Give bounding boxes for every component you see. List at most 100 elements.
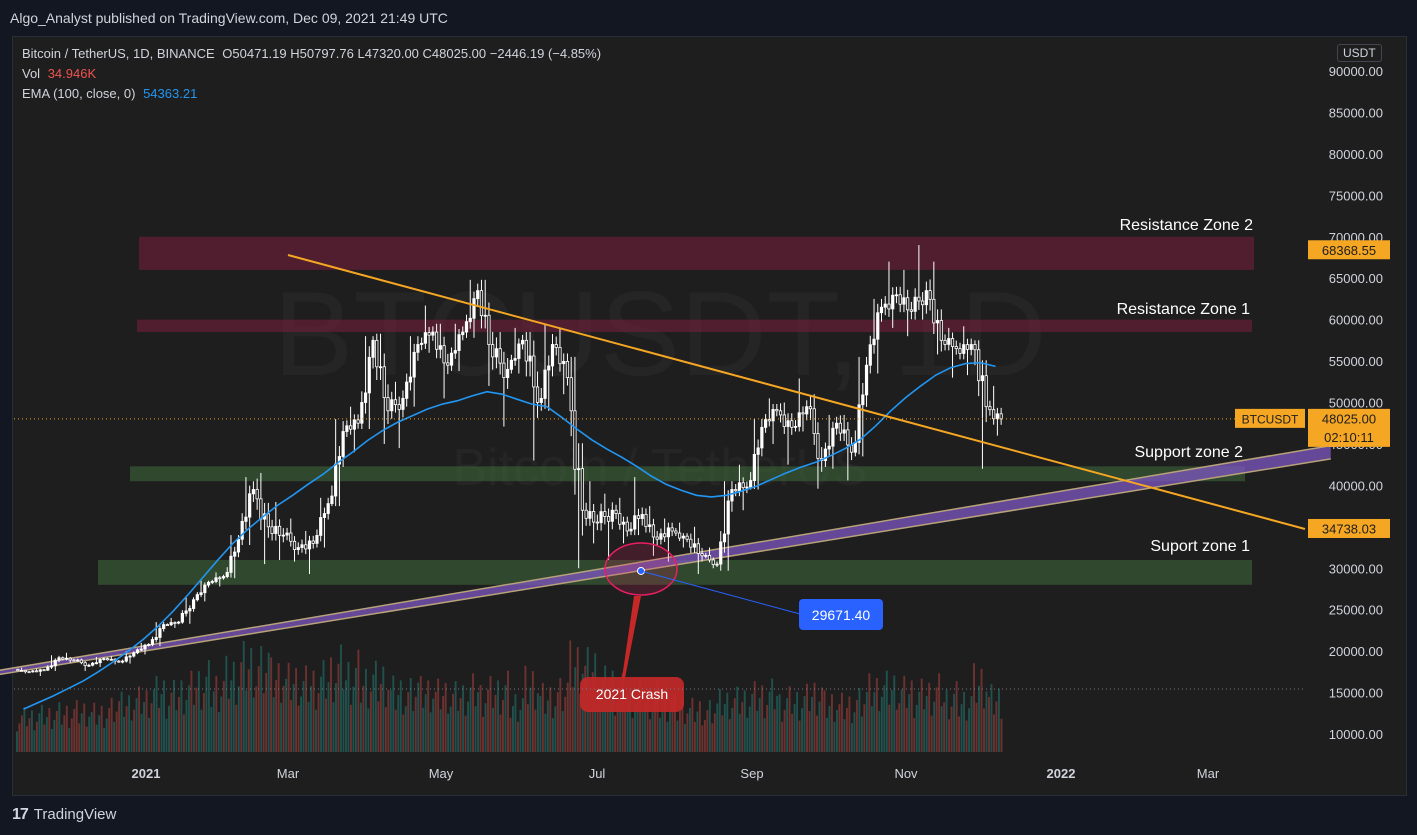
volume-bar (95, 724, 98, 752)
volume-bar (497, 680, 499, 752)
ema-row: EMA (100, close, 0) 54363.21 (22, 84, 605, 104)
volume-bar (733, 698, 736, 752)
volume-bar (78, 723, 81, 752)
volume-bar (98, 715, 101, 752)
volume-bar (247, 669, 250, 752)
candle-body (438, 345, 442, 350)
candle-body (797, 412, 801, 427)
volume-bar (945, 689, 948, 752)
volume-bar (559, 677, 562, 752)
candle-body (367, 356, 371, 394)
chart-panel[interactable] (12, 36, 1407, 796)
candle-body (887, 303, 891, 310)
volume-bar (155, 675, 158, 752)
volume-bar (200, 709, 203, 752)
volume-bar (58, 702, 61, 752)
volume-bar (389, 690, 392, 752)
volume-bar (544, 713, 547, 752)
candle-body (225, 571, 229, 577)
volume-bar (178, 697, 180, 752)
volume-bar (728, 719, 731, 752)
volume-bar (83, 703, 86, 752)
volume-bar (217, 712, 220, 752)
candle-body (218, 577, 222, 580)
volume-bar (60, 724, 63, 752)
axis-layer: 90000.0085000.0080000.0075000.0070000.00… (14, 64, 1390, 781)
volume-bar (791, 713, 794, 752)
volume-bar (833, 721, 836, 752)
volume-bar (534, 709, 537, 752)
volume-bar (330, 657, 332, 752)
volume-bar (948, 719, 951, 752)
volume-bar (464, 715, 467, 752)
candle-body (91, 662, 95, 666)
volume-bar (803, 696, 806, 752)
candle-body (210, 581, 214, 583)
volume-bar (135, 698, 138, 752)
candle-body (98, 659, 102, 664)
footer-brand[interactable]: TradingView (33, 806, 117, 823)
ema-label[interactable]: EMA (100, close, 0) (22, 86, 136, 101)
candle-body (954, 346, 958, 350)
candle-body (700, 553, 704, 557)
volume-bar (609, 686, 612, 752)
candle-body (633, 515, 637, 530)
candle-body (132, 652, 136, 657)
volume-bar (975, 702, 978, 752)
volume-bar (958, 716, 961, 752)
volume-row: Vol 34.946K (22, 64, 605, 84)
volume-bar (683, 724, 686, 752)
volume-label[interactable]: Vol (22, 66, 41, 81)
volume-bar (718, 689, 721, 752)
candle-body (532, 355, 536, 388)
volume-bar (237, 686, 240, 752)
candle-body (191, 599, 196, 609)
volume-bar (529, 687, 532, 752)
volume-bar (105, 718, 108, 752)
price-axis-tag-0-bg (1308, 240, 1390, 260)
volume-bar (678, 709, 681, 752)
volume-bar (723, 704, 726, 752)
watermark: BTCUSDT, 1D Bitcoin / TetherUS (273, 267, 1046, 497)
volume-bar (322, 660, 325, 752)
volume-bar (205, 676, 208, 752)
candle-body (281, 534, 285, 537)
volume-bar (285, 678, 288, 752)
volume-bar (382, 666, 385, 752)
volume-bar (836, 709, 838, 752)
volume-bar (950, 706, 953, 752)
candle-body (786, 420, 790, 427)
volume-bar (671, 698, 674, 752)
volume-bar (776, 696, 779, 752)
volume-bar (644, 702, 646, 752)
volume-bar (302, 680, 305, 752)
volume-bar (362, 685, 365, 752)
candle-body (502, 362, 506, 378)
volume-bar (23, 707, 26, 752)
volume-bar (751, 693, 754, 752)
symbol-name[interactable]: Bitcoin / TetherUS, 1D, BINANCE (22, 46, 215, 61)
volume-bar (619, 687, 622, 752)
volume-bar (33, 730, 36, 752)
volume-bar (943, 702, 946, 752)
volume-value: 34.946K (47, 66, 97, 81)
volume-bar (536, 693, 539, 752)
candle-body (980, 375, 985, 382)
crash-label-text: 2021 Crash (596, 686, 668, 702)
volume-bar (28, 718, 31, 752)
candle-body (61, 657, 65, 660)
zone-label-2: Support zone 2 (1134, 444, 1243, 461)
volume-bar (133, 709, 136, 752)
volume-bar (656, 681, 659, 752)
tradingview-logo-icon: 17 (12, 806, 29, 823)
volume-bar (811, 696, 813, 752)
volume-bar (686, 713, 689, 752)
volume-bar (995, 701, 998, 752)
volume-bar (474, 706, 477, 752)
volume-bar (993, 714, 995, 752)
candle-body (595, 521, 599, 524)
candle-body (906, 297, 910, 311)
currency-selector[interactable]: USDT (1337, 44, 1382, 62)
chart-legend: Bitcoin / TetherUS, 1D, BINANCE O50471.1… (22, 44, 605, 104)
